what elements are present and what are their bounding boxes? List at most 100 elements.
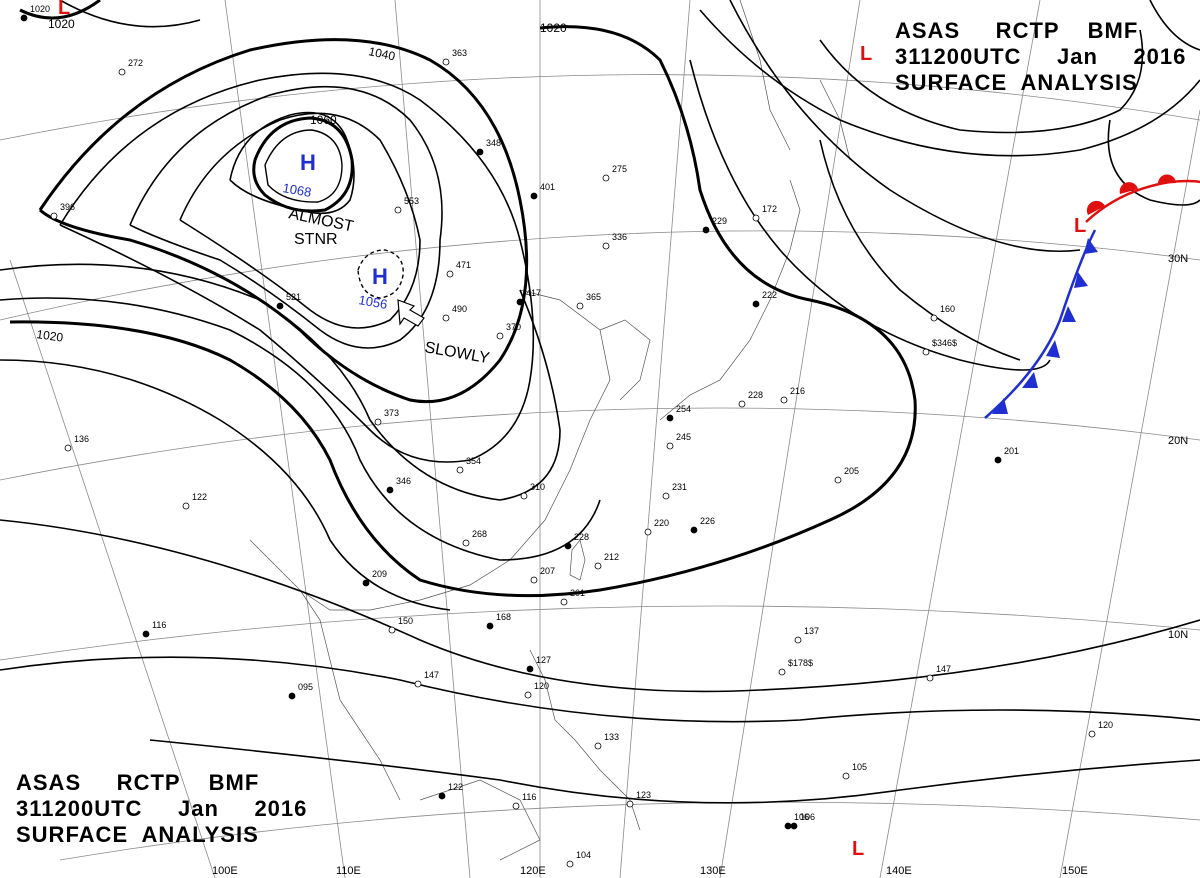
station-marker [530, 576, 538, 584]
station-pressure: 105 [852, 762, 867, 772]
header-line-1: ASAS RCTP BMF [895, 18, 1139, 43]
longitude-label: 110E [336, 865, 361, 877]
station-pressure: 553 [404, 196, 419, 206]
longitude-line [394, 0, 471, 878]
station-marker [182, 502, 190, 510]
station-pressure: 095 [298, 682, 313, 692]
header-title-block: ASAS RCTP BMF 311200UTC Jan 2016 SURFACE… [895, 18, 1186, 96]
isobar [129, 85, 443, 349]
station-pressure: 365 [586, 292, 601, 302]
isobar [699, 9, 1200, 157]
warm-front-bump [1157, 174, 1176, 184]
coastline-korea [599, 319, 651, 401]
station-marker [438, 792, 446, 800]
coastline-borneo [419, 779, 541, 861]
low-pressure-symbol: L [1074, 215, 1086, 237]
coastline-philippines [529, 649, 641, 831]
station-marker [738, 400, 746, 408]
isobar [819, 29, 1144, 134]
station-marker [778, 668, 786, 676]
station-pressure: 1020 [30, 4, 50, 14]
isobar [19, 0, 101, 20]
isobar [689, 59, 1051, 371]
station-marker [512, 802, 520, 810]
isobar-labels: 1020 1020 1040 1060 1020 [36, 17, 567, 345]
station-pressure: 122 [448, 782, 463, 792]
station-marker [20, 14, 28, 22]
isobar-label: 1020 [540, 21, 567, 35]
longitude-label: 140E [886, 865, 912, 877]
station-marker [560, 598, 568, 606]
station-marker [374, 418, 382, 426]
latitude-label: 30N [1168, 253, 1188, 265]
cold-front-line [984, 229, 1097, 419]
station-marker [930, 314, 938, 322]
coastline-china [249, 289, 611, 611]
station-pressure: $346$ [932, 338, 957, 348]
station-marker [702, 226, 710, 234]
latitude-line [0, 74, 1200, 141]
station-pressure: 245 [676, 432, 691, 442]
isobar [0, 656, 1200, 723]
station-marker [486, 622, 494, 630]
station-marker [834, 476, 842, 484]
station-marker [576, 302, 584, 310]
station-pressure: 521 [286, 292, 301, 302]
station-pressure: 209 [372, 569, 387, 579]
station-pressure: 254 [676, 404, 691, 414]
low-pressure-symbol: L [58, 0, 70, 19]
station-pressure: 123 [636, 790, 651, 800]
station-marker [394, 206, 402, 214]
station-marker [662, 492, 670, 500]
station-pressure: 122 [192, 492, 207, 502]
longitude-line [719, 0, 861, 878]
cold-front-triangle [992, 398, 1008, 414]
latitude-label: 10N [1168, 629, 1188, 641]
station-pressure: 127 [536, 655, 551, 665]
station-marker [666, 414, 674, 422]
station-pressure: 201 [1004, 446, 1019, 456]
isobar [252, 116, 354, 213]
station-marker [666, 442, 674, 450]
station-marker [496, 332, 504, 340]
station-marker [288, 692, 296, 700]
station-pressure: 172 [762, 204, 777, 214]
header-line-3: SURFACE ANALYSIS [895, 70, 1138, 95]
station-marker [526, 665, 534, 673]
coastline-taiwan [569, 539, 586, 581]
station-pressure: 212 [604, 552, 619, 562]
station-marker [644, 528, 652, 536]
isobar [0, 263, 561, 501]
station-marker [462, 539, 470, 547]
footer-line-2: 311200UTC Jan 2016 [16, 796, 308, 821]
station-marker [994, 456, 1002, 464]
station-pressure: 168 [496, 612, 511, 622]
station-marker [530, 192, 538, 200]
station-marker [442, 314, 450, 322]
isobar [1107, 119, 1200, 206]
latitude-line [0, 407, 1200, 481]
station-pressure: 104 [576, 850, 591, 860]
station-pressure: 373 [384, 408, 399, 418]
station-marker [524, 691, 532, 699]
isobar [264, 129, 343, 203]
longitude-line [9, 259, 216, 878]
footer-line-1: ASAS RCTP BMF [16, 770, 260, 795]
isobar [59, 72, 535, 463]
station-pressure: 471 [456, 260, 471, 270]
coastline-indochina [299, 589, 401, 801]
station-marker [594, 562, 602, 570]
cold-front-triangle [1022, 372, 1038, 388]
isobar [1149, 0, 1200, 51]
warm-front-line [1085, 179, 1200, 223]
cold-front-triangle [1074, 272, 1088, 288]
station-pressure: 160 [940, 304, 955, 314]
station-marker [794, 636, 802, 644]
station-marker [442, 58, 450, 66]
station-marker [752, 214, 760, 222]
station-pressure: 396 [60, 202, 75, 212]
cold-front-triangle [1084, 238, 1098, 254]
station-marker [564, 542, 572, 550]
station-marker [602, 242, 610, 250]
station-pressure: 354 [466, 456, 481, 466]
